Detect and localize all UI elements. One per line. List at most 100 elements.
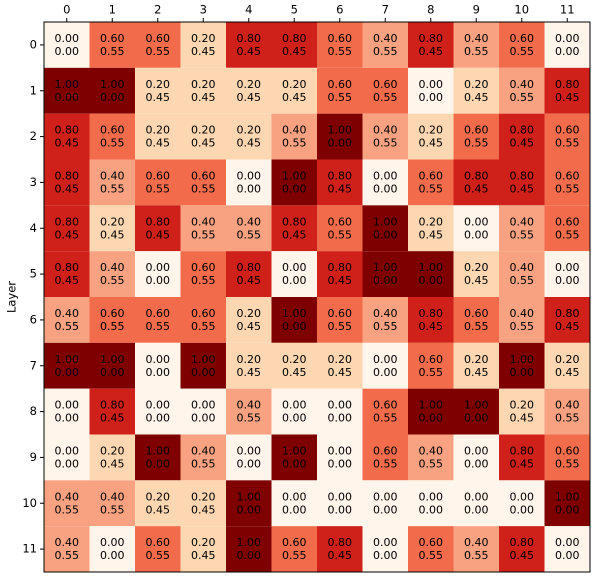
heatmap-cell: [317, 113, 363, 160]
cell-label: 0.00: [555, 32, 580, 45]
cell-label: 0.45: [510, 549, 535, 562]
cell-label: 0.00: [464, 457, 489, 470]
heatmap-cell: [362, 526, 408, 572]
cell-label: 0.00: [464, 444, 489, 457]
cell-label: 0.20: [419, 124, 444, 137]
cell-label: 0.80: [55, 261, 80, 274]
y-tick-label: 5: [30, 267, 37, 281]
cell-label: 1.00: [419, 399, 444, 412]
cell-label: 0.45: [55, 137, 80, 150]
heatmap-cell: [180, 434, 226, 481]
heatmap-cell: [180, 297, 226, 343]
cell-label: 0.00: [282, 261, 307, 274]
cell-label: 0.00: [237, 503, 262, 516]
cell-label: 0.60: [328, 78, 353, 91]
cell-label: 0.20: [191, 124, 216, 137]
cell-label: 0.00: [282, 320, 307, 333]
cell-label: 0.45: [191, 503, 216, 516]
heatmap-cell: [499, 342, 545, 389]
cell-label: 0.60: [146, 32, 171, 45]
cell-label: 0.60: [100, 32, 125, 45]
cell-label: 0.55: [328, 320, 353, 333]
heatmap-cell: [408, 297, 454, 343]
cell-label: 0.20: [419, 215, 444, 228]
cell-label: 0.00: [237, 457, 262, 470]
cell-label: 0.80: [328, 536, 353, 549]
heatmap-cell: [453, 297, 499, 343]
cell-label: 0.00: [328, 444, 353, 457]
heatmap-cell: [89, 22, 135, 68]
cell-label: 0.45: [191, 45, 216, 58]
cell-label: 0.55: [146, 182, 171, 195]
cell-label: 0.45: [55, 228, 80, 241]
cell-label: 0.55: [100, 274, 125, 287]
cell-label: 0.55: [373, 412, 398, 425]
heatmap-cell: [44, 342, 90, 389]
cell-label: 0.45: [555, 91, 580, 104]
heatmap-cell: [544, 113, 590, 160]
cell-label: 0.00: [373, 228, 398, 241]
heatmap-cell: [89, 205, 135, 252]
cell-label: 0.45: [191, 91, 216, 104]
cell-label: 0.00: [191, 366, 216, 379]
cell-label: 0.55: [100, 45, 125, 58]
cell-label: 0.60: [419, 169, 444, 182]
cell-label: 0.00: [419, 490, 444, 503]
heatmap-cell: [135, 297, 181, 343]
heatmap-cell: [453, 388, 499, 435]
x-tick-label: 10: [514, 3, 529, 17]
heatmap-cell: [362, 251, 408, 297]
cell-label: 0.20: [100, 215, 125, 228]
heatmap-cell: [89, 342, 135, 389]
heatmap-cell: [180, 251, 226, 297]
heatmap-cell: [226, 113, 272, 160]
heatmap-cell: [544, 434, 590, 481]
cell-label: 0.55: [55, 320, 80, 333]
heatmap-cell: [362, 113, 408, 160]
cell-label: 0.00: [555, 45, 580, 58]
heatmap-cell: [135, 67, 181, 114]
heatmap-cell: [271, 526, 317, 572]
heatmap-cell: [135, 251, 181, 297]
heatmap-cell: [89, 480, 135, 527]
cell-label: 0.55: [328, 45, 353, 58]
cell-label: 0.45: [328, 182, 353, 195]
heatmap-cell: [453, 526, 499, 572]
heatmap-cell: [362, 159, 408, 206]
cell-label: 0.60: [419, 536, 444, 549]
cell-label: 0.45: [55, 274, 80, 287]
cell-label: 0.00: [146, 261, 171, 274]
cell-label: 0.55: [555, 457, 580, 470]
cell-label: 0.60: [191, 261, 216, 274]
heatmap-cell: [453, 205, 499, 252]
cell-label: 0.20: [282, 353, 307, 366]
cell-label: 0.00: [282, 490, 307, 503]
cell-label: 0.45: [237, 137, 262, 150]
cell-label: 0.20: [191, 490, 216, 503]
heatmap-cell: [135, 434, 181, 481]
cell-label: 0.55: [510, 228, 535, 241]
cell-label: 0.40: [55, 536, 80, 549]
heatmap-cell: [499, 388, 545, 435]
heatmap-cell: [44, 22, 90, 68]
cell-label: 0.00: [146, 366, 171, 379]
cell-label: 0.40: [191, 444, 216, 457]
cell-label: 1.00: [55, 78, 80, 91]
cell-label: 0.55: [100, 320, 125, 333]
x-tick-label: 11: [560, 3, 575, 17]
cell-label: 0.55: [328, 228, 353, 241]
heatmap-cell: [544, 526, 590, 572]
heatmap-cell: [271, 113, 317, 160]
cell-label: 0.00: [373, 169, 398, 182]
cell-label: 1.00: [100, 78, 125, 91]
cell-label: 0.60: [146, 169, 171, 182]
cell-label: 0.60: [282, 536, 307, 549]
heatmap-cell: [226, 22, 272, 68]
y-tick-label: 0: [30, 37, 37, 51]
cell-label: 0.00: [419, 412, 444, 425]
cell-label: 0.00: [555, 503, 580, 516]
cell-label: 0.80: [328, 261, 353, 274]
cell-label: 0.20: [237, 124, 262, 137]
cell-label: 0.40: [191, 215, 216, 228]
heatmap-cell: [544, 388, 590, 435]
